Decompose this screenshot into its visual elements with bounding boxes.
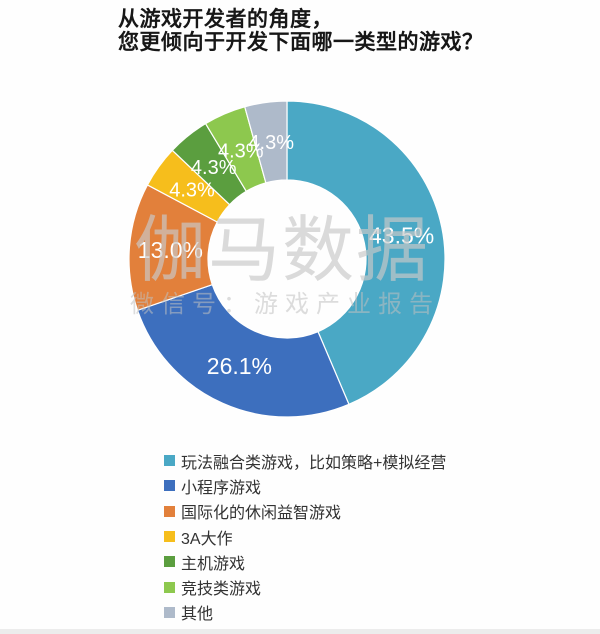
legend-swatch-icon [164, 606, 175, 618]
legend-item-1: 小程序游戏 [164, 473, 446, 498]
legend-swatch-icon [164, 556, 175, 568]
slice-percent-label-0: 43.5% [369, 223, 434, 249]
donut-labels: 43.5%26.1%13.0%4.3%4.3%4.3%4.3% [138, 132, 434, 379]
legend-item-6: 其他 [164, 600, 446, 625]
slice-percent-label-6: 4.3% [248, 132, 294, 154]
legend-swatch-icon [164, 455, 175, 467]
donut-slice-6 [244, 100, 288, 184]
legend-item-3: 3A大作 [164, 524, 446, 549]
slice-percent-label-1: 26.1% [207, 353, 272, 379]
legend-label: 小程序游戏 [181, 479, 262, 497]
legend-swatch-icon [164, 531, 175, 543]
legend-label: 其他 [181, 606, 214, 624]
donut-slice-1 [136, 283, 350, 418]
legend-label: 玩法融合类游戏，比如策略+模拟经营 [181, 454, 447, 472]
slice-percent-label-2: 13.0% [138, 237, 203, 263]
legend-item-2: 国际化的休闲益智游戏 [164, 499, 446, 524]
legend-swatch-icon [164, 581, 175, 593]
legend-item-0: 玩法融合类游戏，比如策略+模拟经营 [164, 448, 446, 473]
legend-label: 3A大作 [181, 530, 233, 548]
bottom-divider [0, 629, 600, 634]
legend-label: 国际化的休闲益智游戏 [181, 505, 342, 523]
slice-percent-label-4: 4.3% [191, 157, 237, 179]
legend-swatch-icon [164, 480, 175, 492]
chart-title: 从游戏开发者的角度， 您更倾向于开发下面哪一类型的游戏？ [118, 8, 484, 54]
legend-label: 主机游戏 [181, 555, 246, 573]
slice-percent-label-3: 4.3% [169, 180, 215, 202]
legend-swatch-icon [164, 505, 175, 517]
legend: 玩法融合类游戏，比如策略+模拟经营 小程序游戏国际化的休闲益智游戏 3A大作主机游戏… [164, 448, 446, 625]
legend-item-5: 竞技类游戏 [164, 574, 446, 599]
chart-title-line2: 您更倾向于开发下面哪一类型的游戏？ [118, 31, 484, 54]
chart-title-line1: 从游戏开发者的角度， [118, 8, 333, 31]
legend-item-4: 主机游戏 [164, 549, 446, 574]
donut-slices [128, 100, 446, 418]
slice-percent-label-5: 4.3% [218, 141, 264, 163]
legend-label: 竞技类游戏 [181, 581, 262, 599]
donut-slice-0 [286, 100, 446, 406]
